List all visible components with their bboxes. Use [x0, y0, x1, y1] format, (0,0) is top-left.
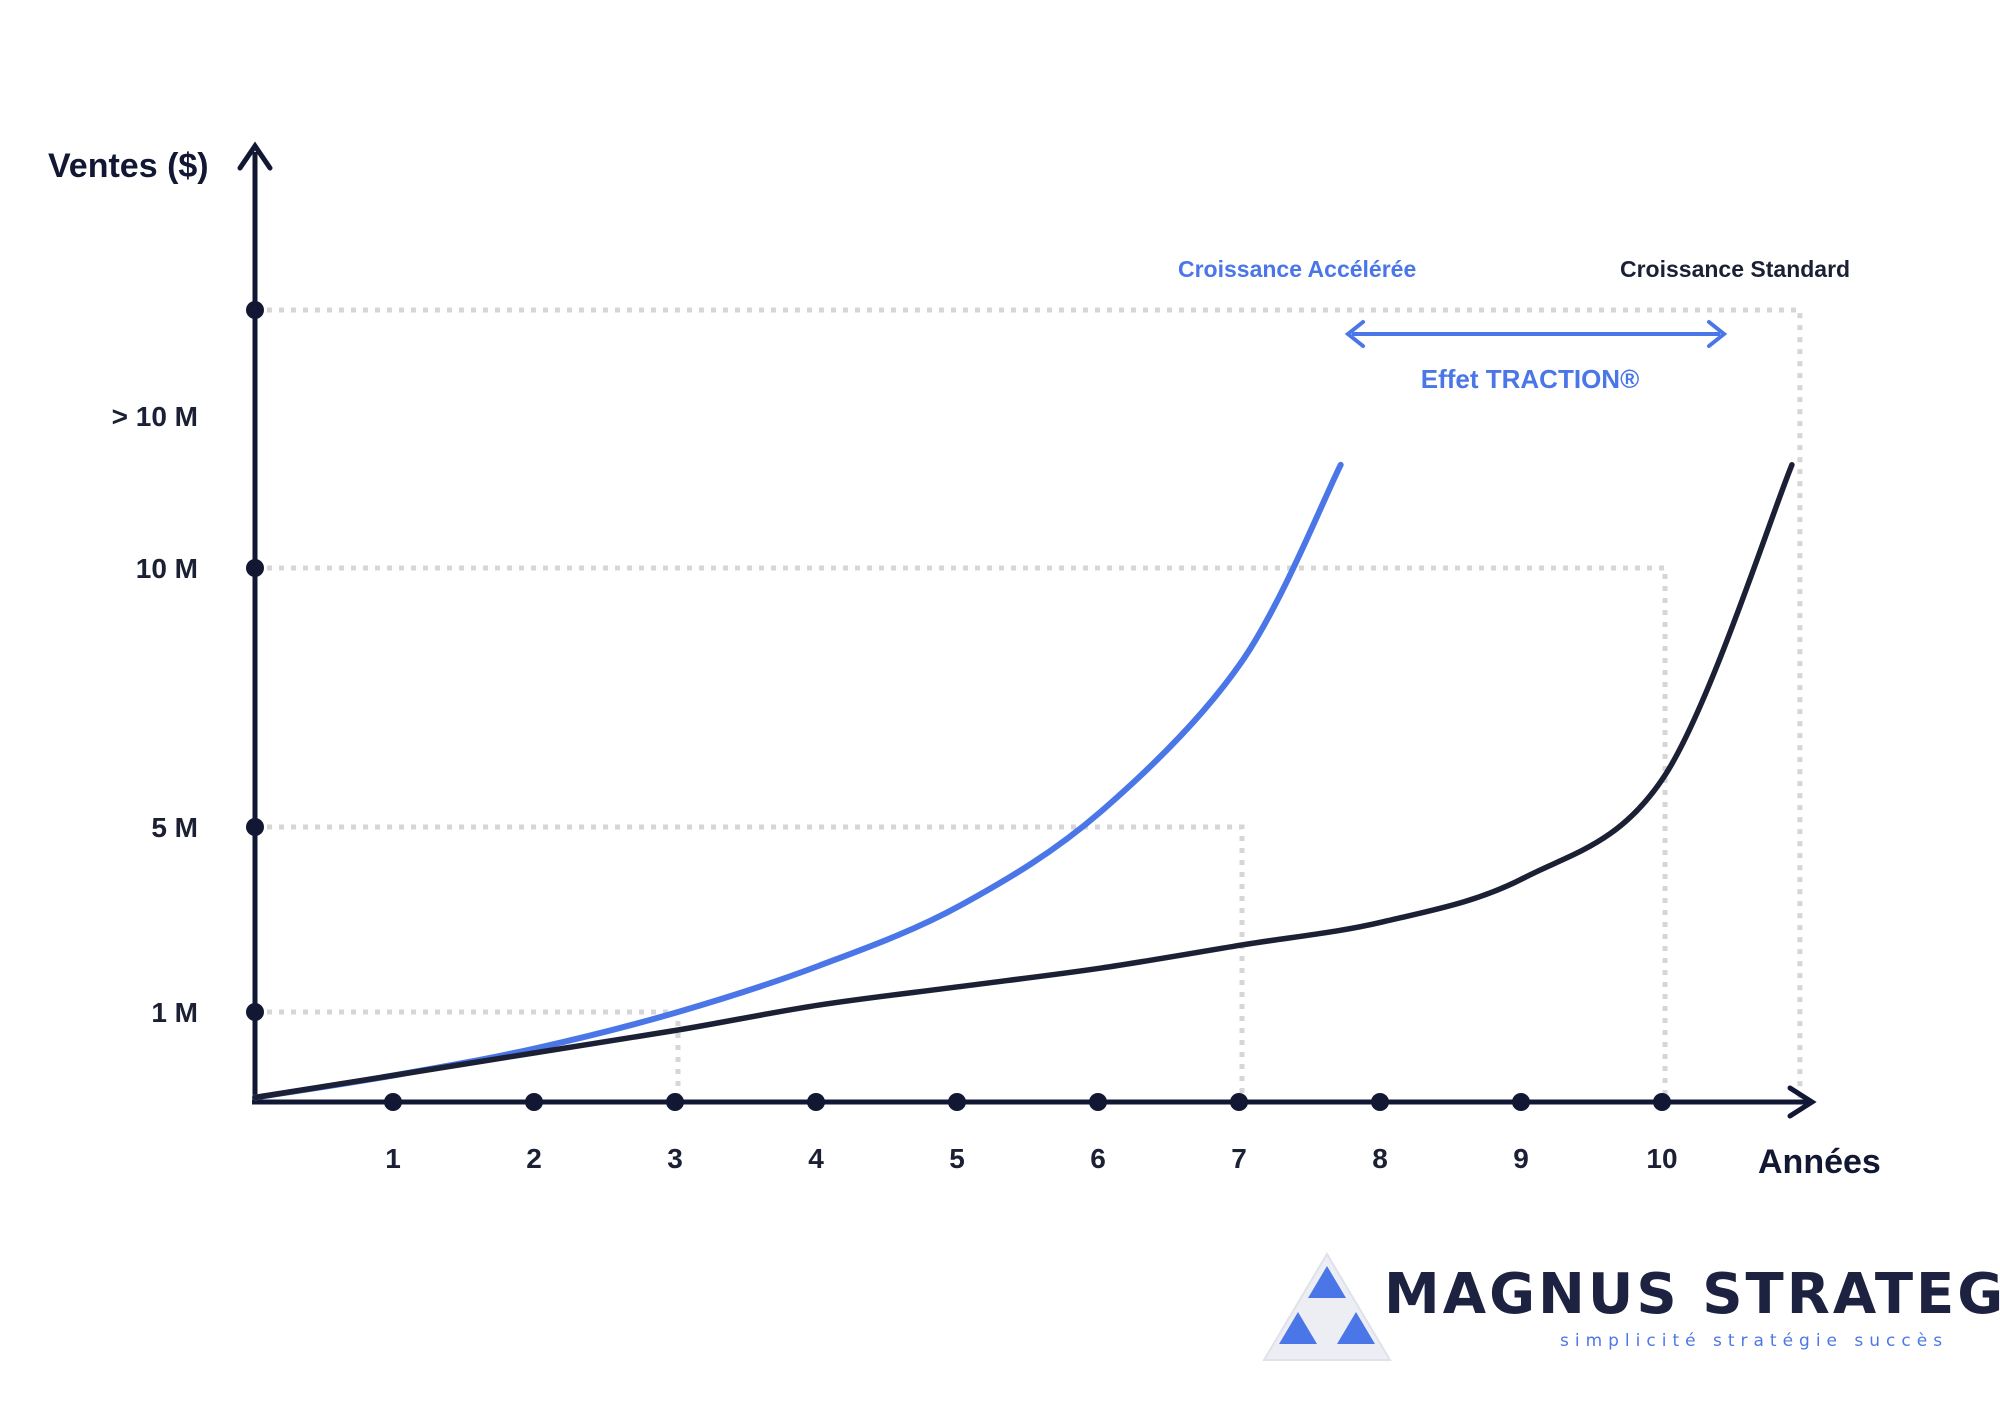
y-tick-dot-2 [246, 559, 264, 577]
x-tick-label-8: 8 [1372, 1143, 1388, 1174]
y-tick-dot-1 [246, 301, 264, 319]
x-tick-label-5: 5 [949, 1143, 965, 1174]
guide-line-2 [255, 824, 1245, 1098]
x-axis-arrow-icon [1787, 1085, 1817, 1119]
guide-line-3 [255, 565, 1668, 1098]
traction-label: Effet TRACTION® [1421, 364, 1639, 394]
y-tick-labels: 1 M 5 M 10 M > 10 M [112, 401, 198, 1028]
x-tick-dot-4 [807, 1093, 825, 1111]
magnus-logo-icon [1262, 1252, 1392, 1361]
x-tick-dot-8 [1371, 1093, 1389, 1111]
brand-name: MAGNUS STRATEGY [1384, 1262, 2000, 1327]
y-tick-dot-3 [246, 818, 264, 836]
x-tick-dot-6 [1089, 1093, 1107, 1111]
x-tick-label-4: 4 [808, 1143, 824, 1174]
x-tick-label-9: 9 [1513, 1143, 1529, 1174]
series-curves [252, 461, 1795, 1101]
y-tick-label-2: 5 M [151, 812, 198, 843]
x-tick-label-1: 1 [385, 1143, 401, 1174]
y-tick-label-4: > 10 M [112, 401, 198, 432]
y-tick-label-1: 1 M [151, 997, 198, 1028]
y-tick-dots [246, 301, 264, 1021]
y-axis-title: Ventes ($) [48, 147, 209, 185]
series-label-accelerated: Croissance Accélérée [1178, 256, 1416, 282]
x-tick-label-7: 7 [1231, 1143, 1247, 1174]
arrow-left-icon [1344, 320, 1365, 348]
x-tick-dot-7 [1230, 1093, 1248, 1111]
x-tick-dots [384, 1093, 1671, 1111]
y-axis-arrow-icon [237, 141, 273, 171]
axes [237, 141, 1817, 1119]
x-tick-dot-1 [384, 1093, 402, 1111]
x-tick-dot-5 [948, 1093, 966, 1111]
series-line-standard [252, 462, 1795, 1101]
x-tick-dot-9 [1512, 1093, 1530, 1111]
series-line-accelerated [252, 461, 1344, 1101]
x-tick-label-10: 10 [1646, 1143, 1677, 1174]
traction-arrow [1344, 320, 1728, 348]
y-tick-label-3: 10 M [136, 553, 198, 584]
x-tick-label-6: 6 [1090, 1143, 1106, 1174]
x-tick-dot-10 [1653, 1093, 1671, 1111]
x-tick-label-3: 3 [667, 1143, 683, 1174]
y-tick-dot-4 [246, 1003, 264, 1021]
series-label-standard: Croissance Standard [1620, 256, 1850, 282]
x-tick-label-2: 2 [526, 1143, 542, 1174]
brand-tagline: simplicité stratégie succès [1560, 1331, 1949, 1351]
x-tick-dot-2 [525, 1093, 543, 1111]
x-tick-dot-3 [666, 1093, 684, 1111]
arrow-right-icon [1707, 320, 1728, 348]
x-axis-title: Années [1758, 1143, 1881, 1181]
x-tick-labels: 1 2 3 4 5 6 7 8 9 10 [385, 1143, 1677, 1174]
